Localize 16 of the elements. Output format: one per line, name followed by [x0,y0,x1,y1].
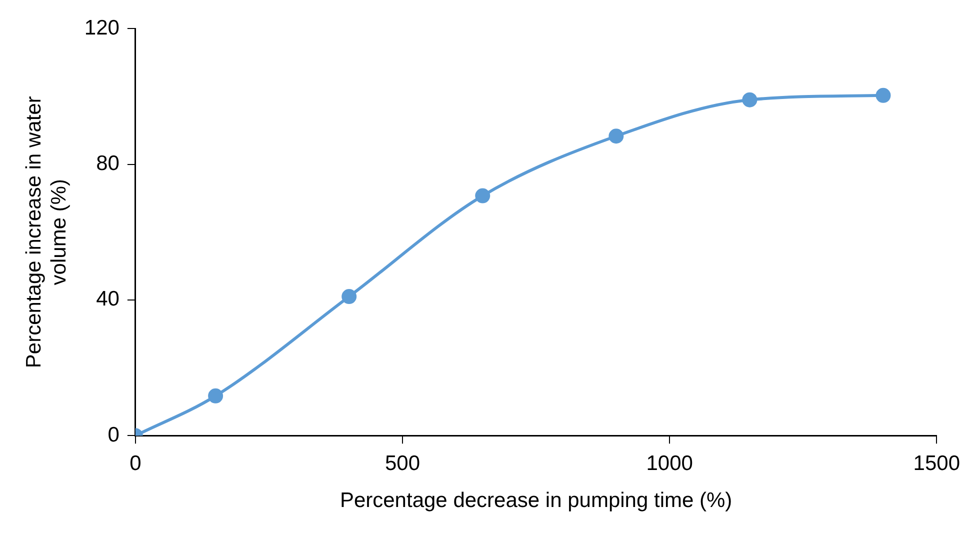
x-axis-title: Percentage decrease in pumping time (%) [340,489,732,512]
y-tick-label: 0 [108,423,120,446]
x-tick-label: 0 [130,452,142,475]
point [742,92,758,108]
point [342,289,357,304]
x-tick-label: 500 [384,452,420,475]
point [876,88,891,103]
point [208,388,224,404]
y-tick-label: 80 [96,152,120,176]
y-tick-label: 120 [84,16,120,40]
y-axis-title: Percentage increase in water volume (%) [22,96,71,368]
y-tick-label: 40 [96,288,120,311]
x-tick-label: 1000 [646,452,693,475]
point [475,188,490,204]
point [608,128,624,144]
x-tick-label: 1500 [913,452,960,475]
